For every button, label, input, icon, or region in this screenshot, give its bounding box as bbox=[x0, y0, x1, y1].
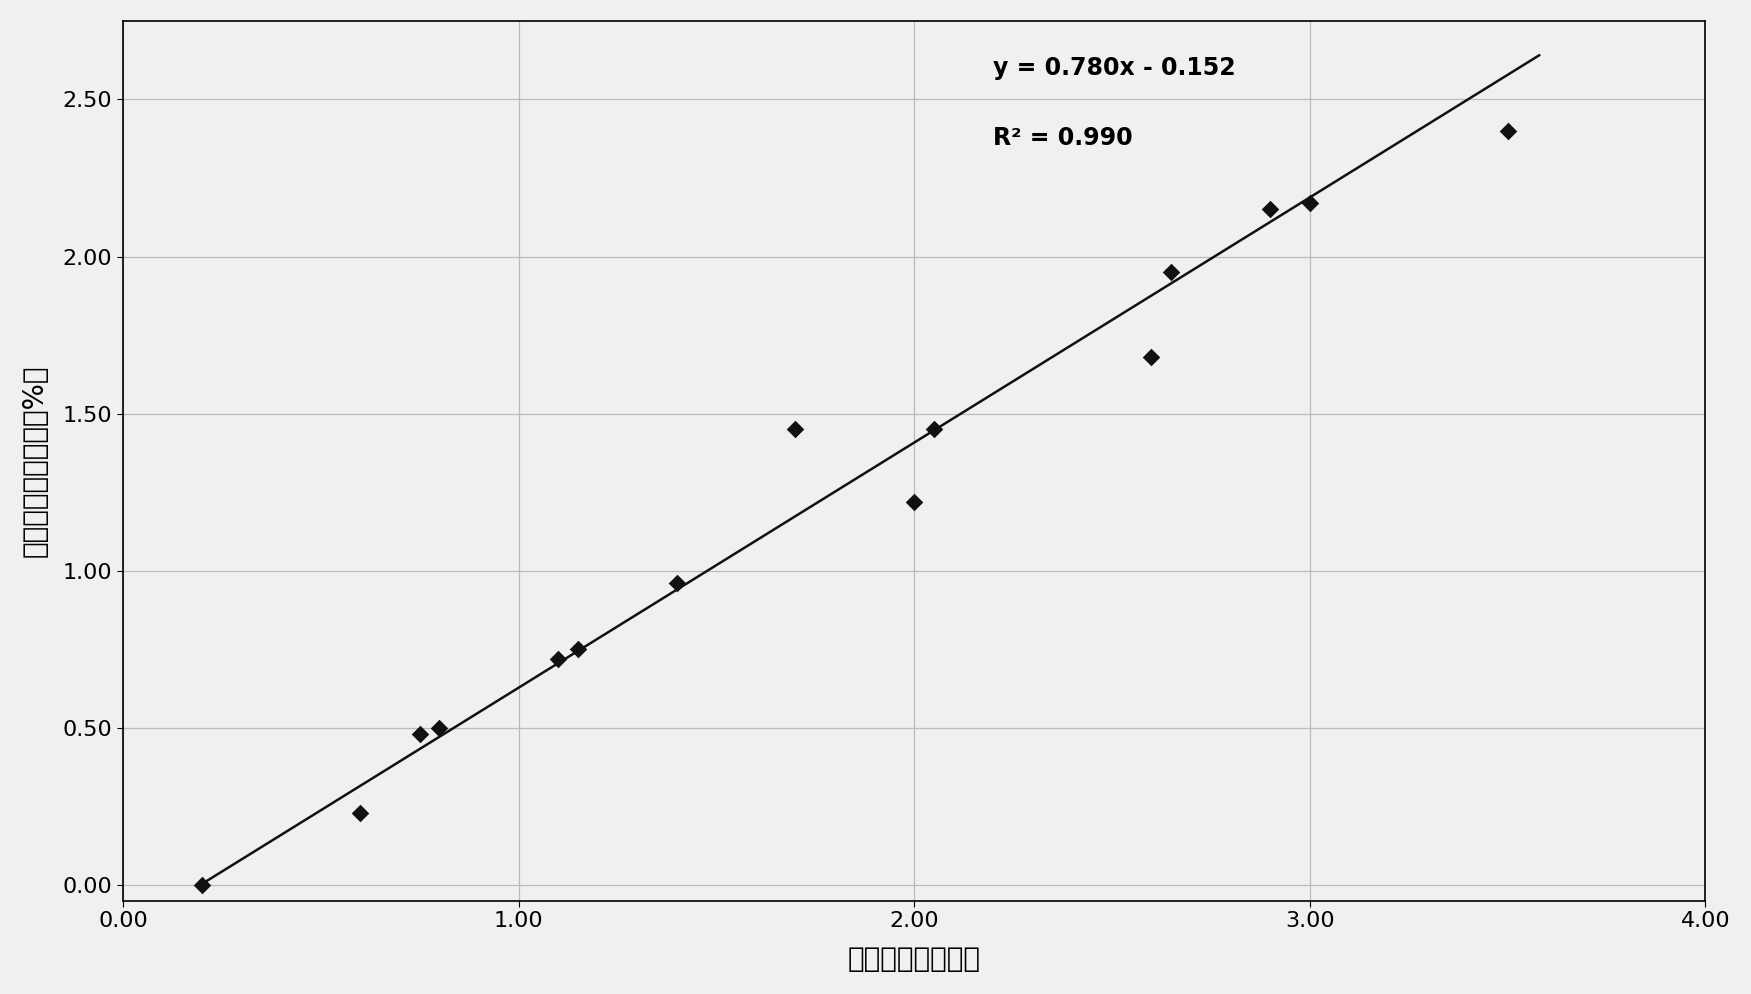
Text: R² = 0.990: R² = 0.990 bbox=[993, 126, 1133, 150]
Point bbox=[1494, 123, 1522, 139]
Text: y = 0.780x - 0.152: y = 0.780x - 0.152 bbox=[993, 56, 1236, 81]
Point bbox=[406, 727, 434, 743]
Point bbox=[1296, 195, 1324, 211]
Point bbox=[900, 494, 928, 510]
Point bbox=[425, 720, 454, 736]
Point bbox=[1138, 349, 1166, 365]
Y-axis label: 岩石含油丰度（重量%）: 岩石含油丰度（重量%） bbox=[21, 365, 49, 557]
Point bbox=[187, 877, 215, 893]
Point bbox=[662, 576, 690, 591]
Point bbox=[347, 805, 375, 821]
X-axis label: 核磁共振信号强度: 核磁共振信号强度 bbox=[847, 945, 981, 973]
Point bbox=[1255, 202, 1283, 218]
Point bbox=[781, 421, 809, 437]
Point bbox=[1157, 264, 1185, 280]
Point bbox=[564, 641, 592, 657]
Point bbox=[545, 651, 573, 667]
Point bbox=[919, 421, 947, 437]
